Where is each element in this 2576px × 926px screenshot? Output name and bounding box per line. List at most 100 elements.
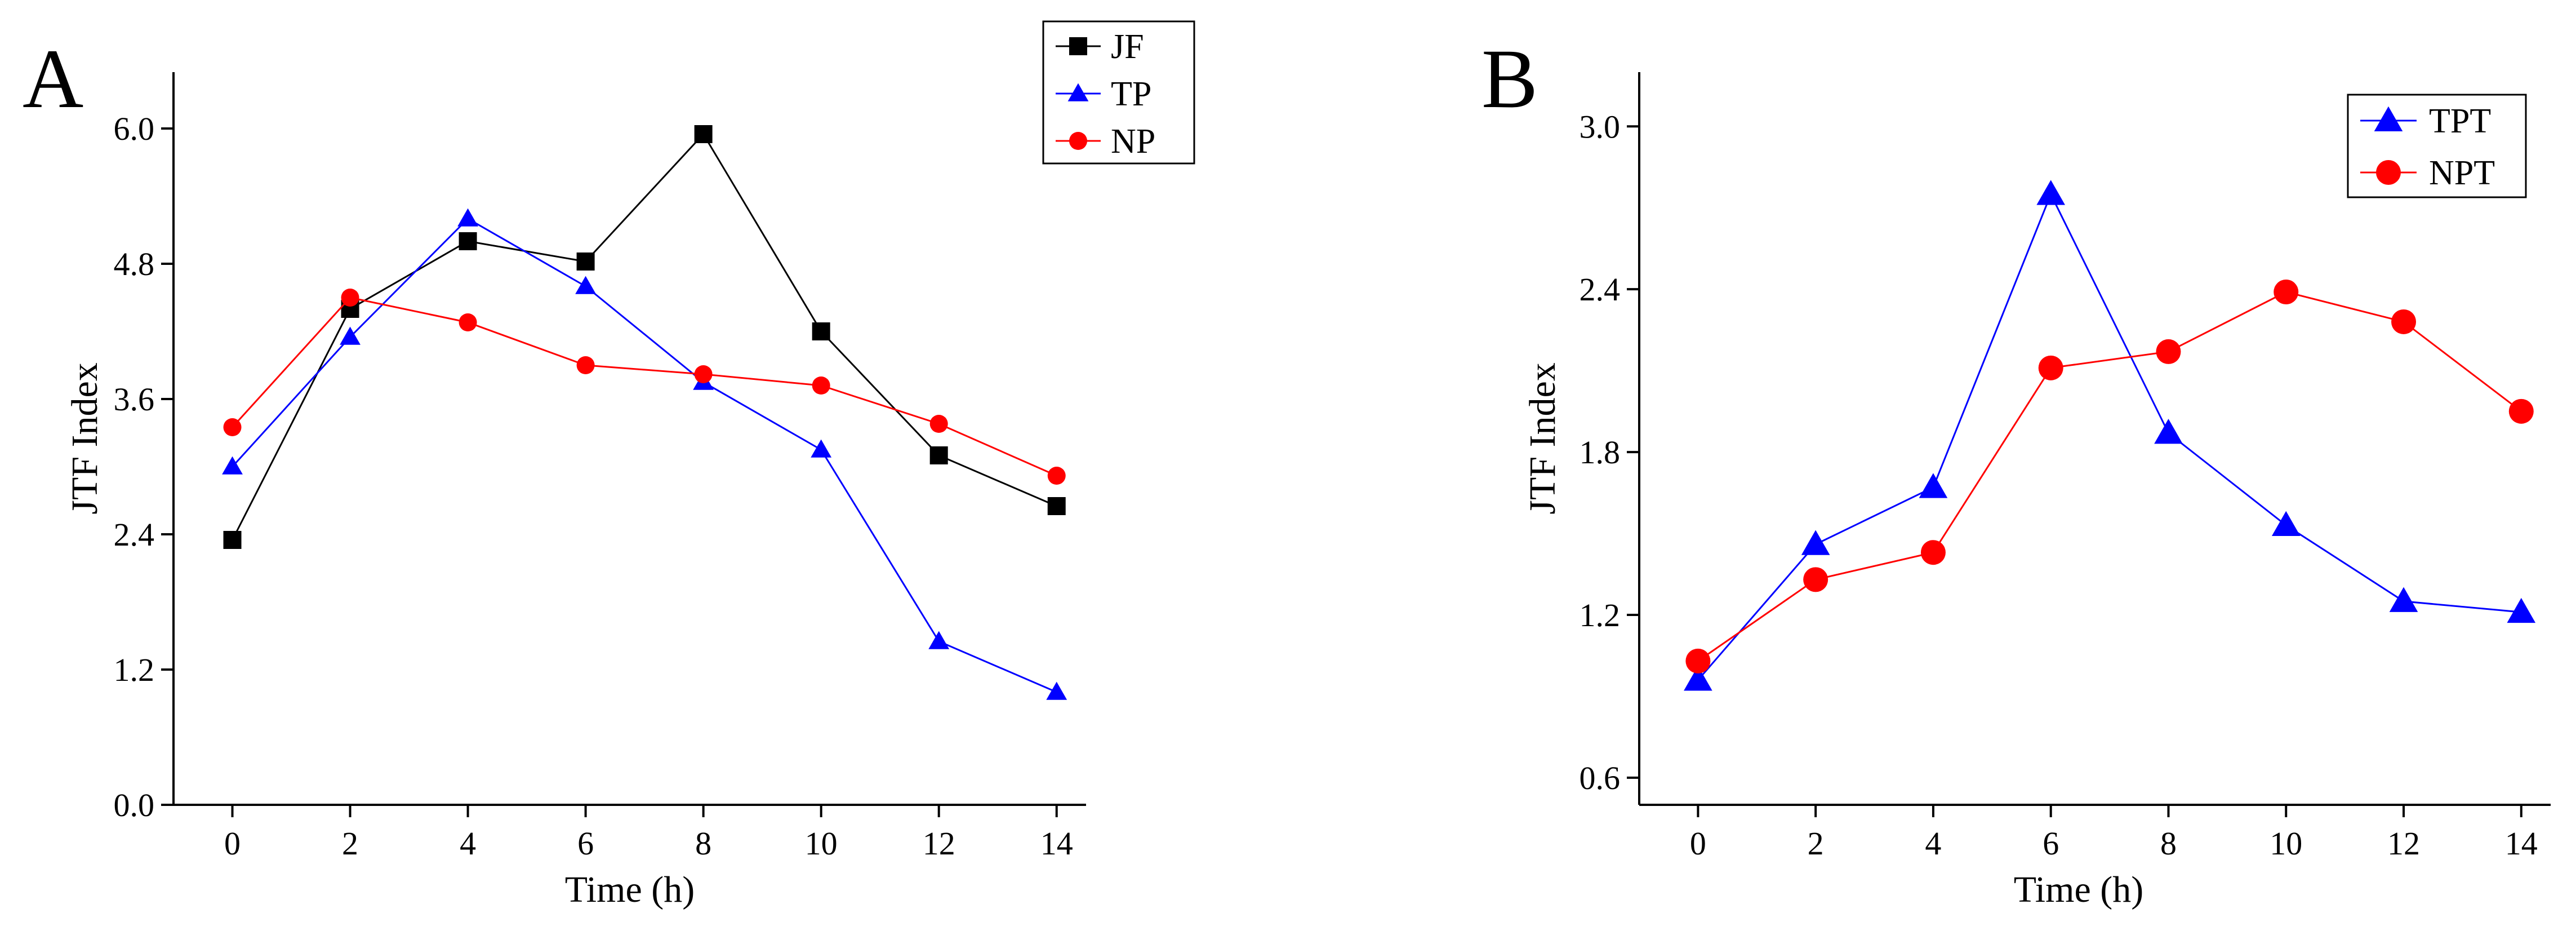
data-point-jf [929, 446, 948, 464]
data-point-tpt [2507, 597, 2536, 623]
y-axis-title: JTF Index [64, 362, 105, 514]
series-line-np [232, 296, 1057, 477]
data-point-tp [575, 276, 597, 294]
legend-marker-npt [2376, 160, 2401, 185]
y-tick-label: 1.2 [1580, 597, 1621, 633]
data-point-np [459, 313, 477, 331]
legend-marker-tp [1067, 83, 1089, 101]
data-point-np [929, 415, 948, 433]
series-line-jf [232, 132, 1057, 540]
data-point-np [694, 365, 713, 383]
data-point-tpt [1684, 666, 1712, 691]
x-tick-label: 2 [342, 825, 358, 862]
data-point-npt [2508, 398, 2534, 424]
data-point-tp [928, 631, 950, 649]
y-tick-label: 2.4 [1580, 271, 1621, 308]
series-layer [1684, 180, 2536, 691]
x-tick-label: 10 [2270, 825, 2302, 862]
y-tick-label: 3.0 [1580, 108, 1621, 145]
y-ticks: 0.6 1.2 1.8 2.4 3.0 [1580, 108, 1639, 796]
data-point-np [1047, 467, 1066, 485]
x-tick-label: 4 [1925, 825, 1941, 862]
legend-box [1042, 20, 1195, 165]
x-axis-title: Time (h) [2014, 869, 2143, 910]
data-point-jf [694, 125, 713, 143]
data-point-npt [1803, 567, 1828, 592]
y-tick-label: 1.8 [1580, 434, 1621, 471]
legend-items: JF TP NP [1056, 28, 1155, 161]
x-tick-label: 12 [2387, 825, 2420, 862]
legend-label-np: NP [1111, 122, 1155, 161]
data-point-tp [811, 439, 832, 458]
data-point-npt [2274, 280, 2299, 304]
data-point-jf [459, 232, 477, 250]
data-point-tpt [2389, 587, 2418, 612]
x-tick-label: 14 [1040, 825, 1073, 862]
x-tick-label: 0 [1690, 825, 1706, 862]
data-point-np [812, 376, 830, 395]
panel-label-a: A [23, 32, 83, 126]
x-ticks: 0 2 4 6 8 10 12 14 [1690, 805, 2538, 862]
x-tick-label: 6 [577, 825, 594, 862]
y-tick-label: 4.8 [114, 246, 155, 282]
x-tick-label: 4 [460, 825, 476, 862]
chart-a: A 0 2 4 6 8 10 12 14 0.0 1.2 2.4 3.6 4.8 6.0 Time (h… [23, 20, 1195, 910]
data-point-npt [1685, 648, 1711, 674]
legend-label-tp: TP [1111, 75, 1151, 113]
data-point-npt [2156, 339, 2181, 364]
y-axis-title: JTF Index [1522, 362, 1563, 514]
legend: JF TP NP [1042, 20, 1195, 165]
legend-label-jf: JF [1111, 28, 1144, 66]
data-point-jf [576, 252, 595, 271]
legend-items: TPT NPT [2360, 102, 2495, 192]
legend-box [2347, 94, 2527, 198]
data-point-tpt [1919, 473, 1948, 498]
data-point-tp [457, 208, 478, 227]
data-point-tpt [1801, 530, 1830, 555]
chart-b: B 0 2 4 6 8 10 12 14 0.6 1.2 1.8 2.4 3.0 Time (h) J… [1481, 32, 2551, 910]
data-point-tp [222, 456, 243, 475]
data-point-jf [223, 531, 242, 549]
y-tick-label: 3.6 [114, 381, 155, 418]
x-tick-label: 8 [2160, 825, 2177, 862]
data-point-tp [340, 326, 361, 345]
data-point-tpt [2271, 511, 2301, 537]
y-tick-label: 6.0 [114, 110, 155, 147]
y-tick-label: 0.6 [1580, 760, 1621, 796]
y-ticks: 0.0 1.2 2.4 3.6 4.8 6.0 [114, 110, 173, 823]
x-tick-label: 8 [695, 825, 711, 862]
data-point-tpt [2154, 419, 2183, 444]
series-line-tp [232, 218, 1057, 693]
x-tick-label: 12 [923, 825, 955, 862]
legend-marker-tpt [2374, 106, 2403, 131]
x-axis-title: Time (h) [565, 869, 695, 910]
legend-label-tpt: TPT [2429, 102, 2491, 140]
panel-label-b: B [1481, 32, 1538, 126]
data-point-np [341, 289, 359, 307]
series-layer [222, 125, 1067, 700]
x-tick-label: 10 [805, 825, 838, 862]
y-tick-label: 2.4 [114, 516, 155, 553]
legend: TPT NPT [2347, 94, 2527, 198]
series-line-npt [1697, 291, 2522, 662]
x-tick-label: 6 [2043, 825, 2059, 862]
data-point-tp [1046, 681, 1067, 700]
x-tick-label: 2 [1808, 825, 1824, 862]
data-point-np [223, 418, 242, 436]
legend-marker-np [1069, 132, 1087, 150]
y-tick-label: 1.2 [114, 652, 155, 688]
data-point-np [576, 356, 595, 374]
data-point-jf [812, 322, 830, 340]
x-tick-label: 14 [2505, 825, 2538, 862]
data-point-jf [1047, 497, 1066, 515]
x-tick-label: 0 [224, 825, 241, 862]
legend-marker-jf [1069, 37, 1087, 55]
data-point-npt [2391, 309, 2417, 334]
x-ticks: 0 2 4 6 8 10 12 14 [224, 805, 1073, 862]
data-point-tpt [2036, 180, 2066, 205]
data-point-npt [1920, 540, 1946, 565]
data-point-npt [2038, 355, 2063, 380]
legend-label-npt: NPT [2429, 154, 2495, 192]
y-tick-label: 0.0 [114, 787, 155, 823]
